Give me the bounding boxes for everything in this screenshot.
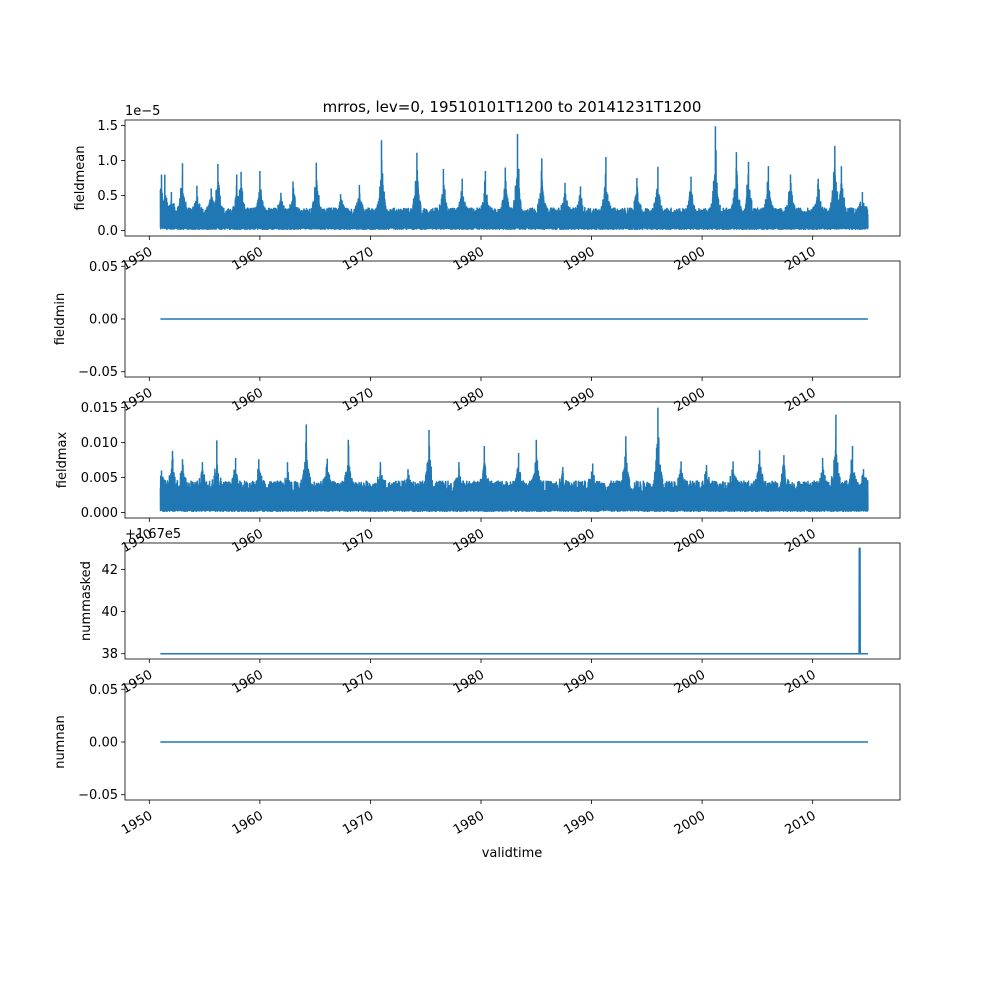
- y-tick-label: 0.00: [89, 313, 118, 328]
- y-tick-label: 0.000: [81, 506, 118, 521]
- y-tick-label: 0.010: [81, 436, 118, 451]
- series-line-nummasked: [160, 547, 868, 655]
- series-line-fieldmax: [159, 407, 869, 513]
- x-axis-label: validtime: [482, 846, 543, 861]
- series-line-fieldmean: [159, 126, 869, 231]
- y-axis-label: fieldmax: [55, 432, 70, 489]
- y-axis-label: fieldmean: [73, 146, 88, 211]
- y-tick-label: −0.05: [78, 788, 118, 803]
- y-tick-label: 38: [101, 647, 118, 662]
- y-tick-label: 42: [101, 563, 118, 578]
- figure-title: mrros, lev=0, 19510101T1200 to 20141231T…: [323, 98, 702, 116]
- y-tick-label: 40: [101, 605, 118, 620]
- y-tick-label: 0.05: [89, 260, 118, 275]
- y-axis-label: numnan: [53, 715, 68, 769]
- y-tick-label: 1.5: [97, 119, 118, 134]
- y-tick-label: 0.005: [81, 471, 118, 486]
- y-axis-label: nummasked: [79, 561, 94, 641]
- plot-frame: [124, 542, 901, 660]
- y-tick-label: 0.5: [97, 189, 118, 204]
- axis-offset-text: +1.67e5: [125, 527, 181, 542]
- y-tick-label: 1.0: [97, 154, 118, 169]
- plot-frame: [124, 119, 901, 237]
- axis-offset-text: 1e−5: [125, 104, 160, 119]
- y-tick-label: 0.0: [97, 224, 118, 239]
- y-tick-label: 0.015: [81, 401, 118, 416]
- plot-frame: [124, 401, 901, 519]
- y-tick-label: −0.05: [78, 365, 118, 380]
- y-tick-label: 0.00: [89, 736, 118, 751]
- y-tick-label: 0.05: [89, 683, 118, 698]
- y-axis-label: fieldmin: [53, 293, 68, 346]
